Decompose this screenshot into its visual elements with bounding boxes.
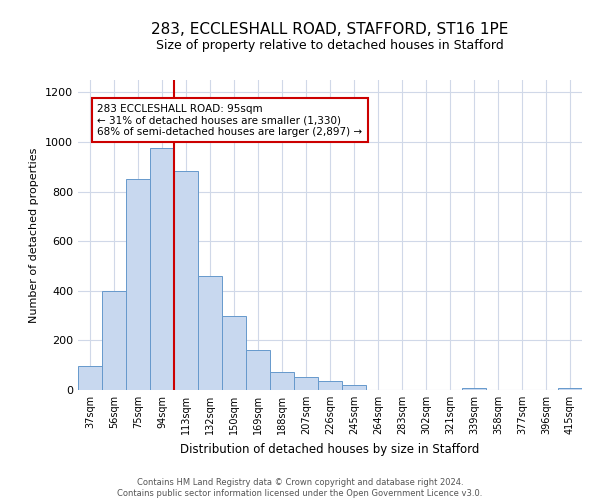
- Bar: [174, 170, 198, 390]
- Bar: [294, 377, 318, 390]
- Bar: [78, 366, 102, 390]
- Text: 283 ECCLESHALL ROAD: 95sqm
← 31% of detached houses are smaller (1,330)
68% of s: 283 ECCLESHALL ROAD: 95sqm ← 31% of deta…: [97, 104, 362, 137]
- Bar: [246, 350, 270, 390]
- Bar: [198, 276, 222, 390]
- Text: Contains HM Land Registry data © Crown copyright and database right 2024.
Contai: Contains HM Land Registry data © Crown c…: [118, 478, 482, 498]
- Title: Size of property relative to detached houses in Stafford: Size of property relative to detached ho…: [156, 40, 504, 52]
- Bar: [270, 372, 294, 390]
- Bar: [126, 179, 150, 390]
- Bar: [342, 385, 366, 390]
- X-axis label: Distribution of detached houses by size in Stafford: Distribution of detached houses by size …: [181, 442, 479, 456]
- Bar: [150, 148, 174, 390]
- Bar: [102, 291, 126, 390]
- Bar: [462, 388, 486, 390]
- Bar: [222, 316, 246, 390]
- Bar: [318, 382, 342, 390]
- Text: 283, ECCLESHALL ROAD, STAFFORD, ST16 1PE: 283, ECCLESHALL ROAD, STAFFORD, ST16 1PE: [151, 22, 509, 38]
- Bar: [558, 388, 582, 390]
- Y-axis label: Number of detached properties: Number of detached properties: [29, 148, 40, 322]
